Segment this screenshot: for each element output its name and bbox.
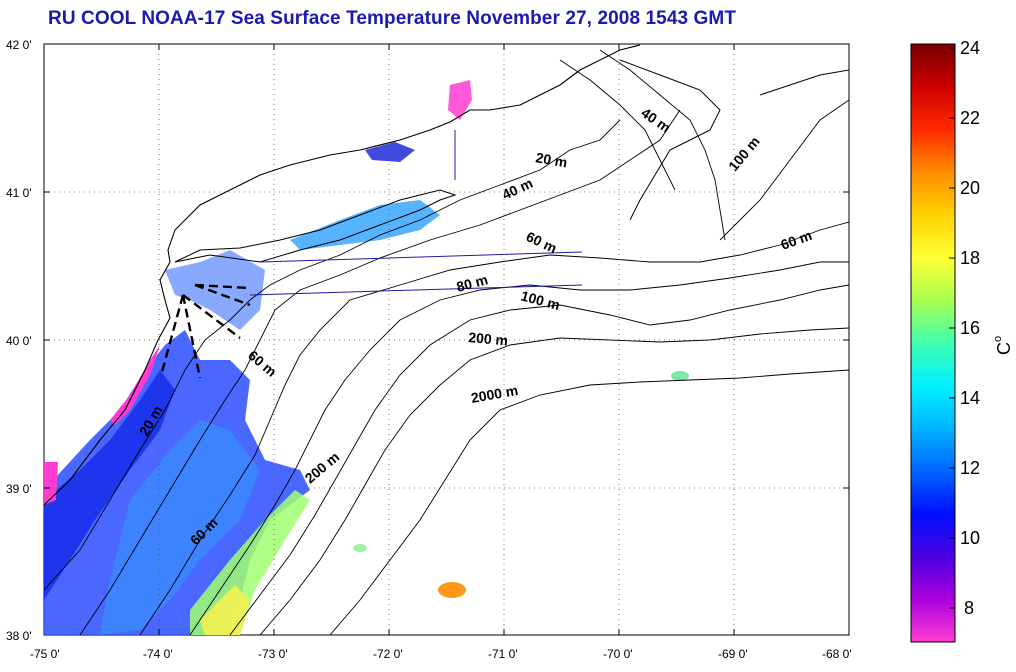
x-tick-label: -75 0' [30,647,60,661]
sst-sound-patch [365,142,415,162]
y-tick-label: 38 0' [6,629,32,643]
x-tick-label: -70 0' [603,647,633,661]
contour-label: 80 m [455,271,490,295]
x-tick-label: -73 0' [258,647,288,661]
contour-20m [44,119,621,591]
contour-georges [719,99,849,241]
bathymetry-contours [44,49,849,635]
sst-midshelf-water [100,420,260,635]
colorbar-tick-label: 8 [964,598,974,618]
y-tick-label: 40 0' [6,334,32,348]
x-axis-labels: -75 0' -74 0' -73 0' -72 0' -71 0' -70 0… [30,647,852,661]
graticule [44,44,849,635]
tick-marks [44,44,849,635]
colorbar-unit-sup: o [992,336,1004,342]
cape-cod-coast [619,59,721,221]
sst-eddy-patch [438,582,466,598]
long-island-coast [174,189,457,263]
colorbar-tick-label: 18 [960,248,980,268]
sst-small-patch [353,544,367,552]
transect-line [259,251,583,263]
colorbar-tick-label: 14 [960,388,980,408]
contour-40m [79,109,681,635]
colorbar-unit: C o [992,336,1014,355]
map-title: RU COOL NOAA-17 Sea Surface Temperature … [48,8,737,29]
contour-gom-60m [559,59,676,191]
colorbar-tick-label: 24 [960,38,980,58]
sst-warmest-water [200,585,250,635]
contour-100m [229,284,849,635]
contour-80m [189,261,849,635]
y-axis-labels: 42 0' 41 0' 40 0' 39 0' 38 0' [6,38,32,643]
colorbar-tick-label: 10 [960,528,980,548]
contour-2000m [329,369,849,635]
dashed-rays [160,283,251,379]
coastline [44,44,641,506]
colorbar-tick-label: 12 [960,458,980,478]
sst-north-shore-patch [448,80,472,120]
colorbar-unit-label: C [994,342,1014,355]
colorbar-ticks [949,47,955,609]
colorbar-tick-label: 22 [960,108,980,128]
sst-warm-slope-water [190,490,310,635]
sst-shelf-patch [290,200,440,250]
x-tick-label: -71 0' [488,647,518,661]
contour-label: 20 m [534,149,568,170]
contour-200m [259,327,849,635]
x-tick-label: -72 0' [373,647,403,661]
contour-gom-100m [599,49,726,241]
colorbar-tick-label: 20 [960,178,980,198]
contour-60m [139,221,849,635]
y-tick-label: 41 0' [6,186,32,200]
colorbar [910,43,956,643]
x-tick-label: -69 0' [718,647,748,661]
georges-bank-coast [759,69,849,96]
sst-imagery [44,80,689,635]
sst-offshore-patch [671,371,689,381]
contour-label: 200 m [468,329,509,348]
transect-line [249,284,583,296]
x-tick-label: -68 0' [822,647,852,661]
y-tick-label: 42 0' [6,38,32,52]
colorbar-tick-label: 16 [960,318,980,338]
colorbar-labels: 24 22 20 18 16 14 12 10 8 [960,38,980,618]
sst-nearshore-water [44,370,175,600]
x-tick-label: -74 0' [143,647,173,661]
y-tick-label: 39 0' [6,482,32,496]
